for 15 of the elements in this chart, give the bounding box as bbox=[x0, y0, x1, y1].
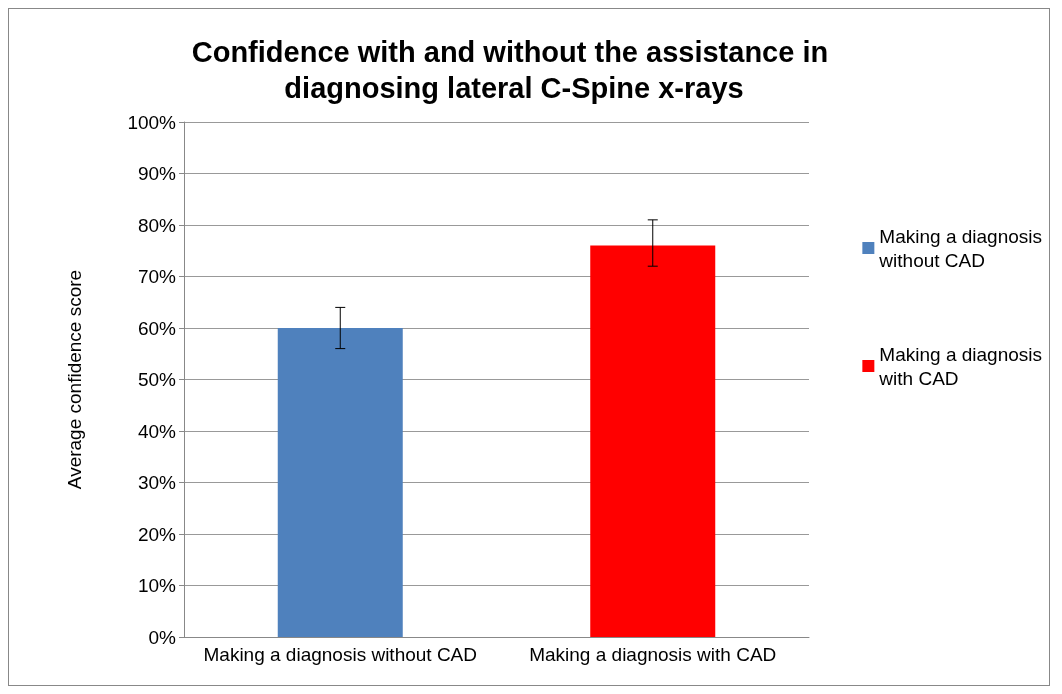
legend-label: Making a diagnosis without CAD bbox=[878, 225, 1043, 271]
y-tick-label: 20% bbox=[137, 523, 177, 545]
chart-title: Confidence with and without the assistance in diagnosing lateral C-Spine x-rays bbox=[191, 36, 837, 104]
y-tick-label: 30% bbox=[137, 472, 177, 493]
legend-label: Making a diagnosis with CAD bbox=[878, 343, 1043, 389]
y-tick-label: 10% bbox=[137, 575, 177, 596]
y-tick-label: 80% bbox=[137, 214, 177, 236]
y-tick-label: 0% bbox=[148, 626, 177, 648]
y-tick-label: 100% bbox=[127, 111, 177, 133]
y-axis-title: Average confidence score bbox=[64, 269, 85, 490]
y-tick-label: 90% bbox=[137, 163, 177, 184]
y-tick-label: 50% bbox=[137, 369, 177, 390]
y-tick-label: 60% bbox=[137, 317, 177, 339]
y-tick-label: 40% bbox=[137, 420, 177, 442]
y-tick-label: 70% bbox=[137, 266, 177, 287]
